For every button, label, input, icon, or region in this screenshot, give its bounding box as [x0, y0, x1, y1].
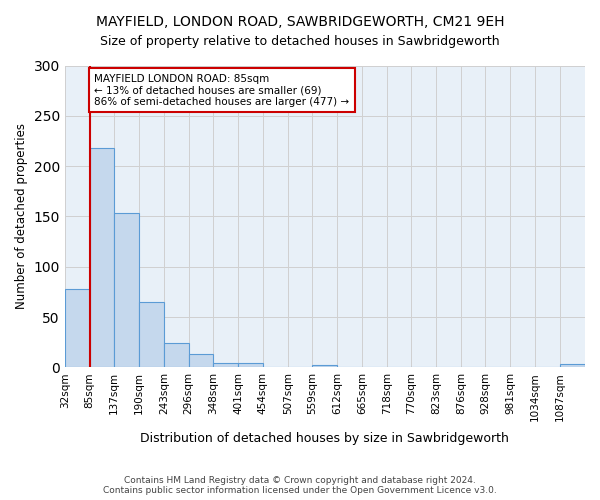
Text: Contains HM Land Registry data © Crown copyright and database right 2024.
Contai: Contains HM Land Registry data © Crown c… [103, 476, 497, 495]
Bar [312, 366, 337, 368]
Text: MAYFIELD LONDON ROAD: 85sqm
← 13% of detached houses are smaller (69)
86% of sem: MAYFIELD LONDON ROAD: 85sqm ← 13% of det… [94, 74, 349, 107]
Bar [89, 148, 114, 368]
Bar [560, 364, 585, 368]
Text: Size of property relative to detached houses in Sawbridgeworth: Size of property relative to detached ho… [100, 35, 500, 48]
Bar [114, 214, 139, 368]
Bar [189, 354, 213, 368]
Bar [164, 344, 189, 367]
Bar [65, 289, 89, 368]
Y-axis label: Number of detached properties: Number of detached properties [15, 124, 28, 310]
Text: MAYFIELD, LONDON ROAD, SAWBRIDGEWORTH, CM21 9EH: MAYFIELD, LONDON ROAD, SAWBRIDGEWORTH, C… [96, 15, 504, 29]
Bar [213, 364, 238, 368]
Bar [238, 364, 263, 368]
Bar [139, 302, 164, 368]
X-axis label: Distribution of detached houses by size in Sawbridgeworth: Distribution of detached houses by size … [140, 432, 509, 445]
